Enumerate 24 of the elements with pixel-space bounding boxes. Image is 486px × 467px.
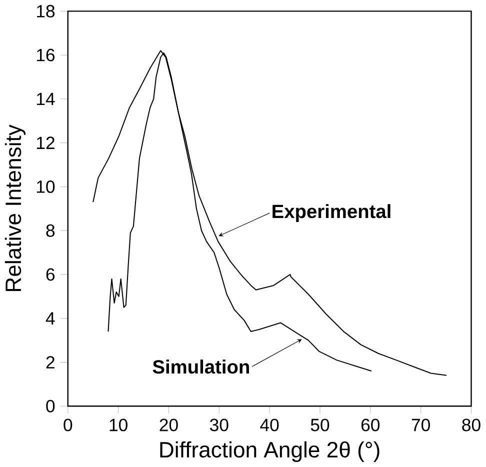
x-tick-label: 50: [310, 418, 330, 432]
y-tick-label: 0: [46, 400, 55, 412]
annotation: Simulation: [152, 360, 249, 374]
y-tick-label: 8: [46, 224, 55, 237]
y-axis-title: Relative Intensity: [4, 124, 26, 292]
y-tick-label: 14: [36, 92, 55, 106]
y-tick-label: 6: [46, 268, 55, 281]
x-tick-label: 0: [64, 418, 72, 432]
y-tick-label: 12: [36, 136, 54, 150]
y-tick-label: 16: [36, 48, 55, 62]
y-tick-label: 10: [36, 180, 55, 194]
x-tick-label: 10: [110, 418, 128, 432]
y-tick-label: 4: [46, 312, 55, 325]
x-tick-label: 60: [361, 418, 380, 432]
x-tick-label: 30: [210, 418, 228, 432]
y-tick-label: 2: [46, 356, 54, 368]
x-tick-label: 80: [462, 418, 480, 432]
x-tick-label: 70: [412, 418, 430, 432]
annotation: Experimental: [272, 204, 390, 222]
x-tick-label: 40: [260, 418, 279, 432]
y-tick-label: 18: [36, 4, 55, 18]
x-tick-label: 20: [160, 418, 178, 432]
line-series: [92, 50, 448, 376]
x-axis-title: Diffraction Angle 2θ (°): [160, 441, 380, 462]
